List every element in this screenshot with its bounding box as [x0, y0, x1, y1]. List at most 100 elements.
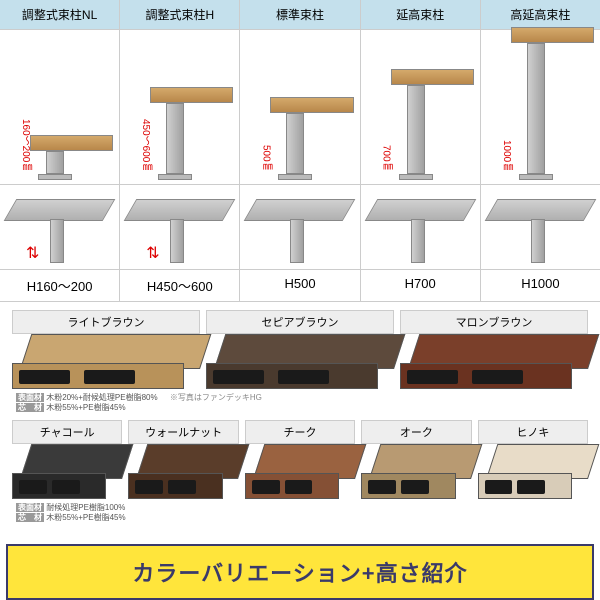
- pillar-isometric: [481, 185, 600, 270]
- plank-hollow: [472, 370, 523, 384]
- pillar-code: H500: [240, 270, 359, 297]
- deck-board: [391, 69, 474, 85]
- color-label: チーク: [245, 420, 355, 444]
- plank-side: [400, 363, 572, 389]
- adjust-arrow-icon: ⇅: [146, 243, 159, 263]
- color-label: ライトブラウン: [12, 310, 200, 334]
- joist: [244, 199, 356, 221]
- joist-post: [411, 219, 425, 263]
- height-label: 1000㎜: [499, 140, 514, 172]
- pillar-header: 調整式束柱H: [120, 0, 239, 30]
- pillar-elevation: 700㎜: [361, 30, 480, 185]
- pillar-isometric: [361, 185, 480, 270]
- pillar-code: H700: [361, 270, 480, 297]
- pillar-code: H450〜600: [120, 270, 239, 301]
- plank-hollow: [401, 480, 429, 494]
- surface-label: 表面材: [16, 503, 44, 512]
- height-label: 160〜200㎜: [18, 119, 33, 172]
- color-item: マロンブラウン: [400, 310, 588, 389]
- plank-side: [478, 473, 572, 499]
- joist-post: [531, 219, 545, 263]
- adjust-arrow-icon: ⇅: [26, 243, 39, 263]
- core-label: 芯 材: [16, 513, 44, 522]
- pillar-header: 調整式束柱NL: [0, 0, 119, 30]
- pillar-isometric: ⇅: [120, 185, 239, 270]
- plank-side: [245, 473, 339, 499]
- height-label: 700㎜: [379, 145, 394, 172]
- joist: [124, 199, 236, 221]
- pillar-elevation: 160〜200㎜: [0, 30, 119, 185]
- pillar-header: 標準束柱: [240, 0, 359, 30]
- color-item: オーク: [361, 420, 471, 499]
- color-item: ライトブラウン: [12, 310, 200, 389]
- color-label: チャコール: [12, 420, 122, 444]
- surface-label: 表面材: [16, 393, 44, 402]
- plank-hollow: [252, 480, 280, 494]
- plank-side: [128, 473, 222, 499]
- plank-hollow: [19, 370, 70, 384]
- plank-hollow: [368, 480, 396, 494]
- material-note-1: 表面材 木粉20%+耐候処理PE樹脂80% ※写真はファンデッキHG 芯 材 木…: [16, 393, 588, 414]
- core-label: 芯 材: [16, 403, 44, 412]
- plank-hollow: [19, 480, 47, 494]
- pillar-isometric: [240, 185, 359, 270]
- post: [527, 43, 545, 174]
- material-note-2: 表面材 耐候処理PE樹脂100% 芯 材 木粉55%+PE樹脂45%: [16, 503, 588, 524]
- pillar-header: 延高束柱: [361, 0, 480, 30]
- post: [46, 151, 64, 174]
- pillar-col: 調整式束柱NL 160〜200㎜ ⇅ H160〜200: [0, 0, 120, 301]
- height-label: 450〜600㎜: [138, 119, 153, 172]
- post: [407, 85, 425, 174]
- post-base: [278, 174, 312, 180]
- color-label: ウォールナット: [128, 420, 238, 444]
- color-label: ヒノキ: [478, 420, 588, 444]
- color-swatch: [400, 334, 588, 389]
- color-swatch: [245, 444, 355, 499]
- photo-note: ※写真はファンデッキHG: [170, 393, 262, 402]
- pillar-col: 高延高束柱 1000㎜ H1000: [481, 0, 600, 301]
- joist: [364, 199, 476, 221]
- color-label: セピアブラウン: [206, 310, 394, 334]
- post-base: [399, 174, 433, 180]
- pillar-code: H160〜200: [0, 270, 119, 301]
- plank-hollow: [168, 480, 196, 494]
- post-base: [158, 174, 192, 180]
- pillar-header: 高延高束柱: [481, 0, 600, 30]
- plank-hollow: [407, 370, 458, 384]
- color-item: チャコール: [12, 420, 122, 499]
- color-row-2: チャコール ウォールナット チーク オーク: [12, 420, 588, 499]
- color-swatch: [478, 444, 588, 499]
- deck-board: [511, 27, 594, 43]
- joist: [484, 199, 596, 221]
- post-base: [519, 174, 553, 180]
- color-row-1: ライトブラウン セピアブラウン マロンブラウン: [12, 310, 588, 389]
- pillar-isometric: ⇅: [0, 185, 119, 270]
- joist-post: [50, 219, 64, 263]
- plank-hollow: [84, 370, 135, 384]
- plank-side: [206, 363, 378, 389]
- post-base: [38, 174, 72, 180]
- joist-post: [170, 219, 184, 263]
- color-swatch: [361, 444, 471, 499]
- color-label: マロンブラウン: [400, 310, 588, 334]
- color-swatch: [12, 334, 200, 389]
- title-banner: カラーバリエーション+高さ紹介: [6, 544, 594, 600]
- plank-side: [12, 473, 106, 499]
- post: [286, 113, 304, 174]
- plank-hollow: [517, 480, 545, 494]
- pillar-col: 調整式束柱H 450〜600㎜ ⇅ H450〜600: [120, 0, 240, 301]
- post: [166, 103, 184, 174]
- plank-hollow: [135, 480, 163, 494]
- pillar-elevation: 450〜600㎜: [120, 30, 239, 185]
- deck-board: [30, 135, 113, 151]
- plank-hollow: [52, 480, 80, 494]
- color-item: ウォールナット: [128, 420, 238, 499]
- pillar-table: 調整式束柱NL 160〜200㎜ ⇅ H160〜200 調整式束柱H 450〜6…: [0, 0, 600, 302]
- deck-board: [270, 97, 353, 113]
- plank-side: [12, 363, 184, 389]
- color-section: ライトブラウン セピアブラウン マロンブラウン 表面材 木: [0, 302, 600, 538]
- plank-side: [361, 473, 455, 499]
- height-label: 500㎜: [258, 145, 273, 172]
- plank-hollow: [278, 370, 329, 384]
- color-item: ヒノキ: [478, 420, 588, 499]
